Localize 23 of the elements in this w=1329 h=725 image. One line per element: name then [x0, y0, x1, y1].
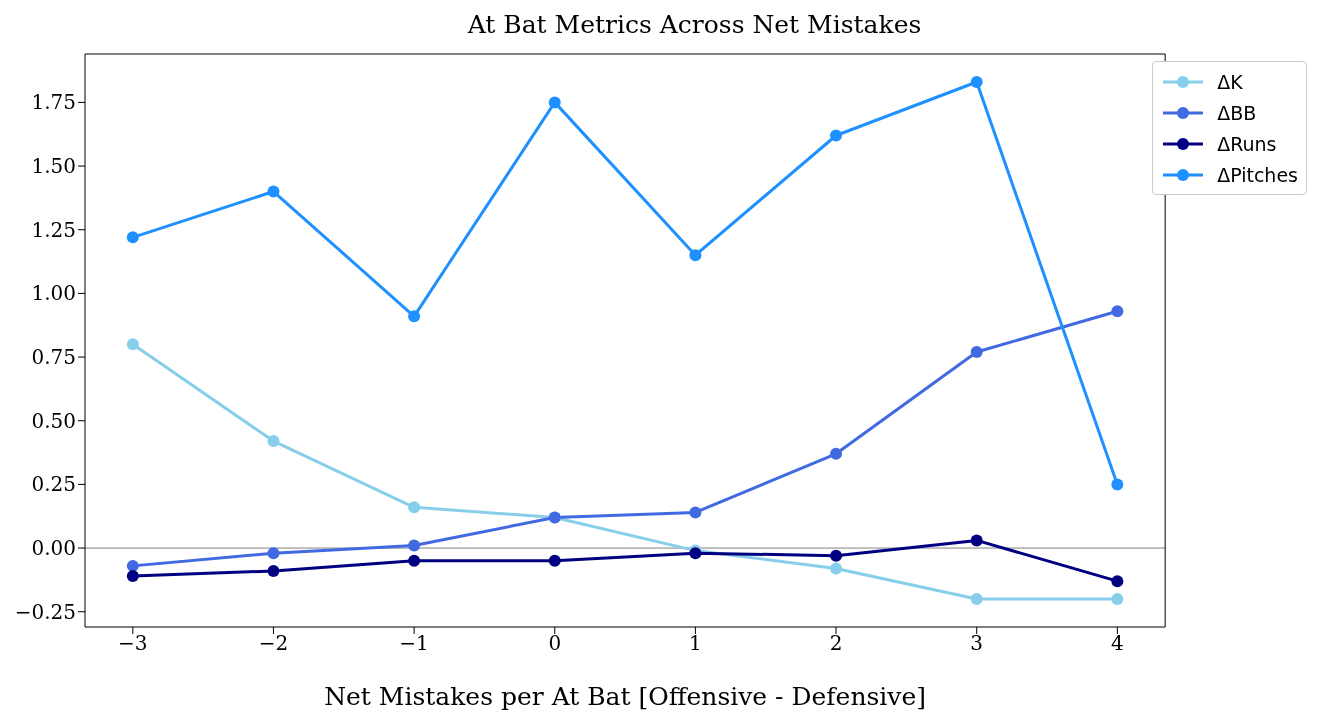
y-tick-label: 1.75 [31, 90, 76, 115]
x-tick-label: −1 [399, 631, 429, 656]
y-tick-label: 1.00 [31, 281, 76, 306]
y-tick-label: 0.00 [31, 536, 76, 561]
x-tick-label: 2 [829, 631, 843, 656]
y-tick-label: 0.25 [31, 472, 76, 497]
legend-label: ΔK [1217, 70, 1243, 93]
y-tick-label: 0.75 [31, 345, 76, 370]
legend-label: ΔBB [1217, 101, 1257, 124]
legend-label: ΔPitches [1217, 163, 1298, 186]
x-tick-label: 1 [689, 631, 702, 656]
x-tick-label: −3 [118, 631, 148, 656]
legend-label: ΔRuns [1217, 132, 1277, 155]
y-tick-label: −0.25 [14, 599, 76, 624]
x-tick-label: 4 [1110, 631, 1124, 656]
chart-title: At Bat Metrics Across Net Mistakes [466, 9, 923, 41]
x-tick-label: −2 [258, 631, 289, 656]
x-tick-label: 3 [970, 631, 984, 656]
x-tick-label: 0 [548, 631, 562, 656]
y-tick-label: 0.50 [31, 408, 76, 433]
y-tick-label: 1.25 [31, 217, 76, 242]
y-tick-label: 1.50 [31, 154, 76, 179]
x-axis-title: Net Mistakes per At Bat [Offensive - Defensive] [324, 682, 926, 711]
